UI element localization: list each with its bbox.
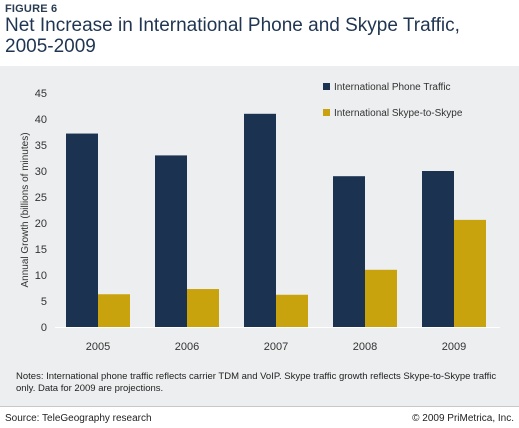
x-tick-label: 2006	[175, 341, 199, 353]
bar-phone-2009	[422, 171, 454, 327]
bar-skype-2006	[187, 289, 219, 327]
bar-skype-2009	[454, 219, 486, 327]
chart-title: Net Increase in International Phone and …	[5, 15, 460, 57]
footer: Source: TeleGeography research © 2009 Pr…	[0, 406, 519, 428]
bar-phone-2005	[66, 133, 98, 327]
copyright-text: © 2009 PriMetrica, Inc.	[412, 413, 514, 424]
bar-phone-2008	[333, 176, 365, 327]
y-tick-label: 25	[35, 192, 47, 204]
y-tick-label: 5	[41, 296, 47, 308]
x-tick-label: 2008	[353, 341, 377, 353]
y-tick-label: 10	[35, 270, 47, 282]
legend-label-skype: International Skype-to-Skype	[334, 108, 463, 119]
y-tick-label: 15	[35, 244, 47, 256]
y-tick-label: 35	[35, 140, 47, 152]
bar-skype-2005	[98, 294, 130, 327]
x-tick-label: 2009	[442, 341, 466, 353]
source-text: Source: TeleGeography research	[5, 413, 152, 424]
y-tick-label: 45	[35, 88, 47, 100]
figure-label: FIGURE 6	[5, 3, 58, 15]
y-axis-title: Annual Growth (billions of minutes)	[20, 132, 31, 287]
legend-swatch-phone	[323, 83, 330, 90]
bar-skype-2007	[276, 294, 308, 327]
y-tick-label: 20	[35, 218, 47, 230]
chart-notes: Notes: International phone traffic refle…	[16, 371, 497, 394]
y-tick-label: 40	[35, 114, 47, 126]
bar-phone-2007	[244, 113, 276, 327]
legend-label-phone: International Phone Traffic	[334, 82, 451, 93]
bar-skype-2008	[365, 269, 397, 327]
y-tick-label: 0	[41, 322, 47, 334]
y-tick-label: 30	[35, 166, 47, 178]
x-tick-label: 2007	[264, 341, 288, 353]
x-tick-label: 2005	[86, 341, 110, 353]
bar-phone-2006	[155, 155, 187, 327]
legend-swatch-skype	[323, 109, 330, 116]
